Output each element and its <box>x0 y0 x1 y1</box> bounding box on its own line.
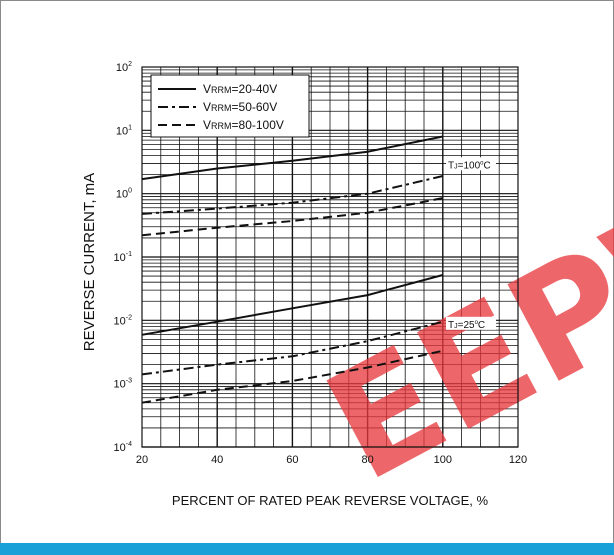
legend: VRRM=20-40V VRRM=50-60V VRRM=80-100V <box>150 74 310 138</box>
y-tick-label: 10-4 <box>114 441 133 454</box>
y-axis-label: REVERSE CURRENT, mA <box>81 173 98 351</box>
x-tick-label: 120 <box>509 454 527 466</box>
grid <box>142 67 518 448</box>
y-tick-label: 10-2 <box>114 314 133 327</box>
y-tick-label: 102 <box>116 61 132 74</box>
y-tick-labels: 102 101 100 10-1 10-2 10-3 10-4 <box>114 61 133 454</box>
legend-label: VRRM=50-60V <box>203 100 277 114</box>
annotation-label: TJ=25oC <box>448 320 485 331</box>
x-tick-labels: 20 40 60 80 100 120 <box>136 454 527 466</box>
annotation-bg <box>446 316 496 330</box>
y-tick-label: 10-3 <box>114 378 133 391</box>
series-line-dashed <box>141 349 444 404</box>
legend-box <box>150 74 310 138</box>
series-lines <box>141 135 444 404</box>
y-tick-label: 101 <box>116 124 132 137</box>
x-tick-label: 60 <box>286 454 298 466</box>
plot-area-border <box>141 66 519 448</box>
y-tick-label: 10-1 <box>114 251 133 264</box>
plot-border <box>141 66 519 448</box>
x-tick-label: 80 <box>361 454 373 466</box>
x-tick-label: 20 <box>136 454 148 466</box>
x-tick-label: 40 <box>211 454 223 466</box>
series-line-solid <box>141 274 444 336</box>
x-tick-label: 100 <box>434 454 452 466</box>
bottom-accent-bar <box>0 543 614 555</box>
legend-label: VRRM=20-40V <box>203 82 277 96</box>
series-line-dashed <box>141 197 443 237</box>
legend-label: VRRM=80-100V <box>203 118 284 132</box>
series-line-dashdot <box>141 320 444 376</box>
y-tick-label: 100 <box>116 188 132 201</box>
series-line-solid <box>141 135 443 181</box>
x-axis-label: PERCENT OF RATED PEAK REVERSE VOLTAGE, % <box>172 493 489 508</box>
annotation-bg <box>446 157 496 171</box>
series-line-dashdot <box>141 175 444 215</box>
annotation-label: TJ=100oC <box>448 160 491 171</box>
annotations: TJ=100oC TJ=25oC <box>446 157 496 331</box>
